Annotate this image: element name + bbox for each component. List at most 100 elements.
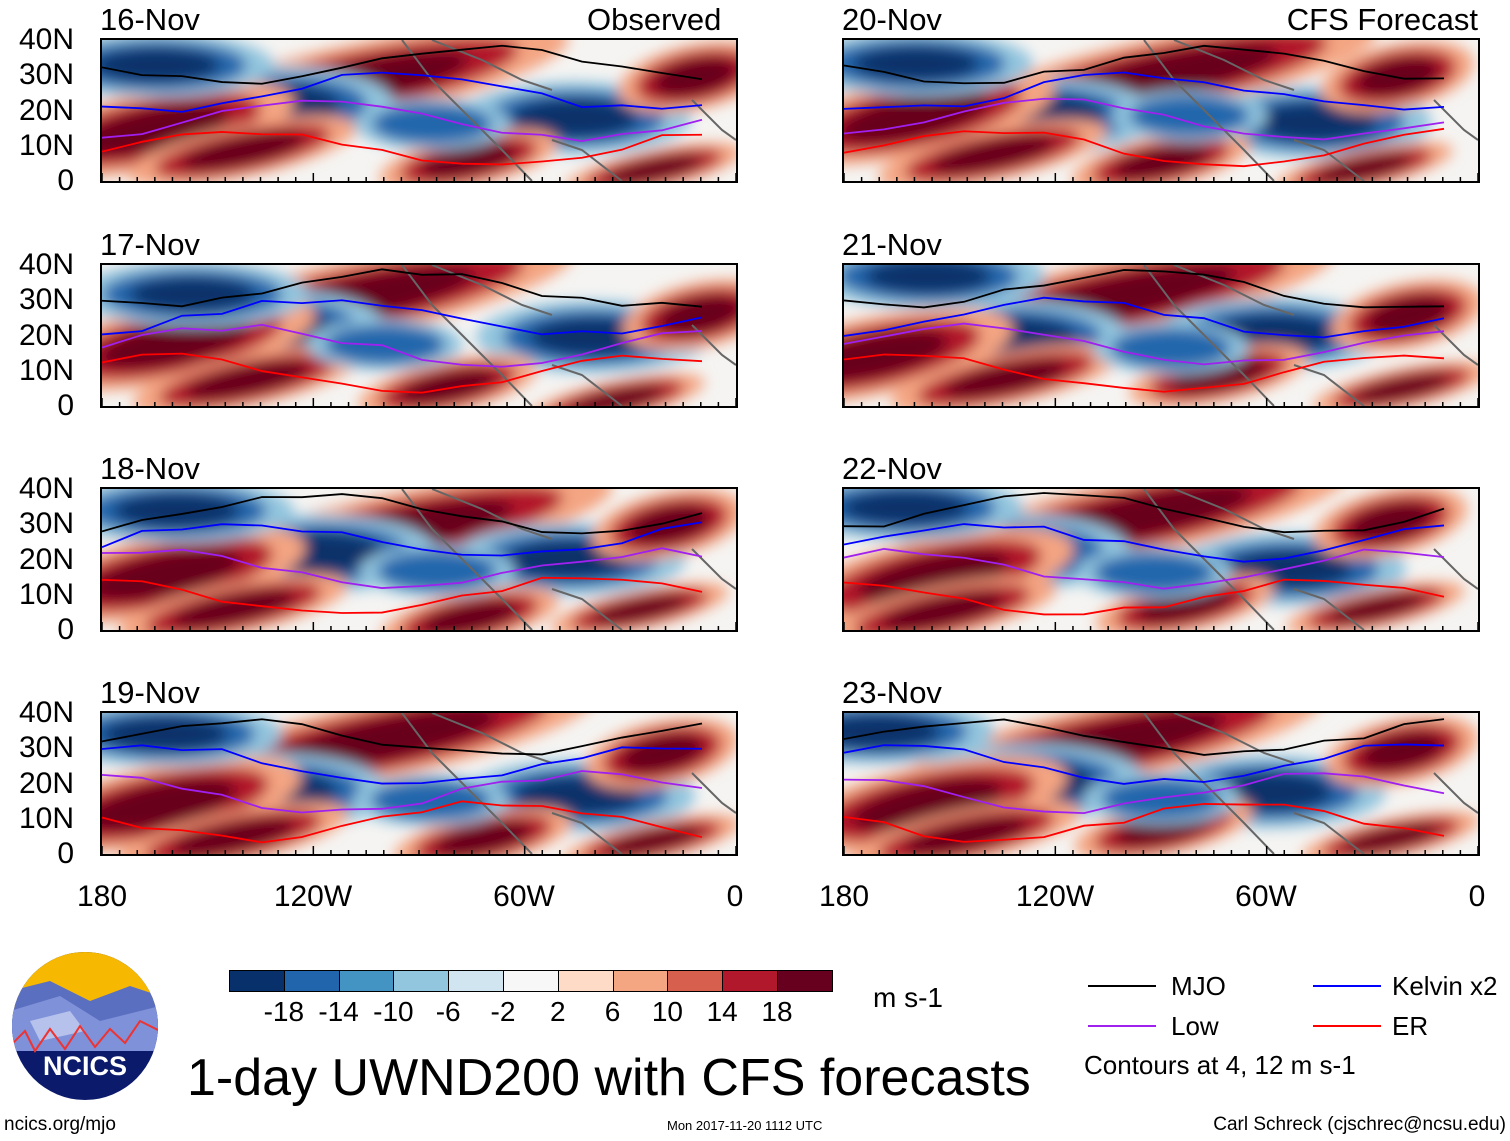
wind-anomaly-blob (844, 714, 941, 750)
wind-anomaly-blob (421, 600, 518, 630)
y-axis-label: 40N (18, 472, 74, 505)
panel-date: 18-Nov (100, 451, 200, 486)
map-panel (100, 263, 738, 408)
wind-anomaly-blob (420, 143, 517, 178)
y-axis-label: 30N (18, 507, 74, 541)
wind-anomaly-blob (371, 103, 492, 144)
mjo-contour (102, 44, 703, 85)
er-contour (844, 127, 1445, 168)
low-contour (102, 547, 703, 589)
x-axis-label: 120W (1015, 880, 1095, 913)
wind-anomaly-blob (171, 590, 295, 628)
y-axis-label: 0 (57, 837, 74, 871)
wind-anomaly-blob (1170, 358, 1267, 393)
map-panel (100, 487, 738, 632)
panel-date: 23-Nov (842, 675, 942, 710)
kelvin-contour (102, 71, 703, 113)
low-contour (102, 770, 703, 814)
y-axis-label: 10N (18, 353, 74, 387)
kelvin-contour (102, 744, 703, 785)
wind-anomaly-blob (591, 595, 688, 625)
wind-anomaly-blob (1353, 373, 1450, 403)
colorbar-tick-label: 18 (761, 996, 793, 1027)
colorbar-tick-label: -10 (373, 996, 414, 1027)
wind-anomaly-blob (1136, 588, 1233, 623)
wind-anomaly-blob (904, 816, 1028, 854)
observed-label: Observed (587, 2, 722, 37)
x-axis-label: 60W (1235, 880, 1297, 913)
coastline (1143, 265, 1478, 406)
wind-anomaly-blob (943, 360, 1068, 398)
y-axis-label: 40N (18, 23, 74, 56)
legend-low-line (1088, 1025, 1156, 1027)
low-contour (844, 322, 1445, 366)
wind-anomaly-blob (1251, 102, 1378, 142)
wind-anomaly-blob (102, 548, 241, 601)
map-panel (100, 711, 738, 856)
panel-date: 21-Nov (842, 227, 942, 262)
colorbar-tick-label: -18 (263, 996, 305, 1027)
colorbar-swatch (667, 970, 724, 992)
legend-er-line (1313, 1025, 1381, 1027)
low-contour (102, 323, 703, 368)
er-contour (102, 131, 703, 166)
mjo-contour (102, 493, 703, 535)
y-axis-label: 30N (18, 283, 74, 317)
map-panel (842, 263, 1480, 408)
wind-anomaly-blob (399, 369, 496, 404)
y-axis-label: 10N (18, 801, 74, 835)
coastline (1143, 489, 1478, 630)
kelvin-contour (102, 521, 703, 557)
er-contour (844, 353, 1445, 393)
legend-er-label: ER (1392, 1011, 1429, 1041)
y-axis-label: 20N (18, 542, 74, 576)
low-contour (102, 99, 703, 142)
mjo-contour (844, 718, 1445, 756)
footer-url[interactable]: ncics.org/mjo (4, 1114, 116, 1135)
colorbar-swatch (557, 970, 614, 992)
er-contour (844, 578, 1445, 616)
wind-anomaly-blob (1327, 593, 1424, 623)
wind-anomaly-blob (605, 155, 702, 181)
wind-anomaly-blob (264, 713, 498, 773)
wind-anomaly-blob (851, 778, 1003, 831)
colorbar-tick-label: 6 (604, 996, 621, 1027)
er-contour (102, 800, 703, 844)
wind-anomaly-blob (858, 550, 1010, 603)
mjo-contour (102, 268, 703, 308)
coastline (1143, 713, 1478, 854)
wind-anomaly-blob (1315, 154, 1412, 181)
colorbar-tick-label: -6 (435, 996, 461, 1027)
x-axis-label: 180 (818, 880, 870, 913)
coastline (401, 265, 736, 406)
colorbar-swatch (503, 970, 559, 992)
wind-anomaly-blob (852, 46, 979, 82)
footer-timestamp: Mon 2017-11-20 1112 UTC (667, 1118, 823, 1133)
legend-mjo-line (1088, 985, 1156, 987)
wind-anomaly-blob (180, 131, 305, 170)
wind-anomaly-blob (1360, 731, 1444, 771)
wind-anomaly-blob (1112, 145, 1209, 180)
colorbar-swatch (338, 970, 395, 992)
map-panel (100, 38, 738, 183)
y-axis-label: 0 (57, 164, 74, 198)
wind-anomaly-blob (102, 716, 229, 752)
panel-date: 17-Nov (100, 227, 200, 262)
wind-anomaly-blob (1110, 328, 1231, 369)
logo-text: NCICS (43, 1051, 127, 1081)
legend-kelvin-label: Kelvin x2 (1392, 971, 1498, 1001)
colorbar-swatch (777, 970, 833, 992)
mjo-contour (844, 492, 1445, 534)
wind-anomaly-blob (102, 103, 229, 156)
y-axis-label: 0 (57, 389, 74, 423)
panel-date: 19-Nov (100, 675, 200, 710)
contour-note: Contours at 4, 12 m s-1 (1084, 1050, 1356, 1080)
colorbar-tick-label: -14 (318, 996, 359, 1027)
coastline (1143, 40, 1478, 181)
wind-anomaly-blob (185, 361, 309, 400)
low-contour (844, 97, 1445, 141)
y-axis-label: 10N (18, 577, 74, 611)
y-axis-label: 30N (18, 58, 74, 92)
legend-mjo-label: MJO (1171, 971, 1226, 1001)
y-axis-label: 40N (18, 248, 74, 281)
